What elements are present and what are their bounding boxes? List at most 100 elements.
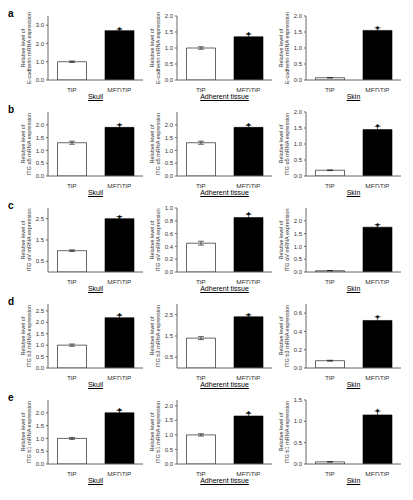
svg-text:0.0: 0.0 [36, 77, 45, 83]
svg-text:MEDTiP: MEDTiP [236, 87, 260, 92]
svg-text:MEDTiP: MEDTiP [365, 375, 389, 380]
svg-text:*: * [247, 409, 251, 419]
svg-text:2.5: 2.5 [165, 312, 174, 318]
svg-text:2.5: 2.5 [36, 308, 45, 314]
svg-text:2.5: 2.5 [36, 216, 45, 222]
svg-text:TiP: TiP [196, 183, 206, 188]
svg-text:TiP: TiP [67, 279, 77, 284]
svg-text:2.0: 2.0 [294, 109, 303, 115]
svg-text:0.6: 0.6 [294, 310, 303, 316]
svg-text:0.0: 0.0 [165, 269, 174, 275]
svg-text:2.0: 2.0 [294, 13, 303, 19]
svg-text:0.6: 0.6 [165, 231, 174, 237]
svg-text:0.5: 0.5 [36, 448, 45, 454]
svg-text:MEDTiP: MEDTiP [365, 471, 389, 476]
svg-text:TiP: TiP [196, 471, 206, 476]
svg-text:2.0: 2.0 [165, 403, 174, 409]
svg-text:MEDTiP: MEDTiP [107, 279, 131, 284]
svg-text:0.5: 0.5 [165, 447, 174, 453]
svg-text:0.8: 0.8 [165, 218, 174, 224]
svg-text:1.5: 1.5 [36, 423, 45, 429]
svg-text:TiP: TiP [325, 471, 335, 476]
svg-text:2.0: 2.0 [36, 122, 45, 128]
svg-text:1.0: 1.0 [36, 148, 45, 154]
svg-text:MEDTiP: MEDTiP [107, 87, 131, 92]
svg-text:1.0: 1.0 [36, 436, 45, 442]
svg-text:0.5: 0.5 [294, 61, 303, 67]
svg-text:*: * [247, 121, 251, 131]
svg-text:MEDTiP: MEDTiP [107, 183, 131, 188]
svg-text:0.5: 0.5 [165, 354, 174, 360]
svg-text:2.0: 2.0 [165, 13, 174, 19]
svg-text:0.2: 0.2 [294, 347, 303, 353]
svg-text:TiP: TiP [196, 375, 206, 380]
svg-text:0.0: 0.0 [165, 173, 174, 179]
svg-text:TiP: TiP [325, 279, 335, 284]
svg-text:*: * [118, 25, 122, 35]
svg-text:MEDTiP: MEDTiP [365, 279, 389, 284]
svg-text:TiP: TiP [325, 87, 335, 92]
svg-text:2.0: 2.0 [294, 218, 303, 224]
svg-text:2.0: 2.0 [36, 410, 45, 416]
svg-text:0.4: 0.4 [165, 244, 174, 250]
svg-text:2.0: 2.0 [36, 319, 45, 325]
svg-text:*: * [247, 30, 251, 40]
svg-text:1.5: 1.5 [165, 135, 174, 141]
svg-text:1.0: 1.0 [165, 432, 174, 438]
svg-text:1.0: 1.0 [294, 244, 303, 250]
svg-text:0.5: 0.5 [165, 160, 174, 166]
svg-text:1.0: 1.0 [36, 342, 45, 348]
svg-text:*: * [247, 210, 251, 220]
svg-text:0.5: 0.5 [165, 61, 174, 67]
svg-text:1.5: 1.5 [36, 331, 45, 337]
svg-text:MEDTiP: MEDTiP [236, 183, 260, 188]
svg-text:0.0: 0.0 [294, 461, 303, 467]
svg-text:3.0: 3.0 [36, 22, 45, 28]
svg-text:1.5: 1.5 [36, 237, 45, 243]
svg-text:1.5: 1.5 [294, 397, 303, 403]
svg-text:2.0: 2.0 [36, 41, 45, 47]
svg-text:0.0: 0.0 [36, 365, 45, 371]
svg-text:1.0: 1.0 [165, 148, 174, 154]
svg-text:1.5: 1.5 [165, 29, 174, 35]
svg-text:1.0: 1.0 [165, 205, 174, 211]
svg-text:0.5: 0.5 [294, 256, 303, 262]
svg-text:*: * [118, 213, 122, 223]
svg-text:1.5: 1.5 [165, 417, 174, 423]
svg-text:1.5: 1.5 [294, 231, 303, 237]
svg-text:1.5: 1.5 [36, 135, 45, 141]
svg-text:0.5: 0.5 [294, 440, 303, 446]
svg-text:*: * [376, 24, 380, 34]
svg-text:1.5: 1.5 [294, 29, 303, 35]
svg-text:1.0: 1.0 [294, 141, 303, 147]
svg-text:MEDTiP: MEDTiP [236, 375, 260, 380]
svg-text:0.0: 0.0 [294, 173, 303, 179]
svg-text:1.5: 1.5 [165, 333, 174, 339]
svg-text:*: * [247, 311, 251, 321]
svg-text:TiP: TiP [196, 279, 206, 284]
svg-text:0.0: 0.0 [36, 461, 45, 467]
svg-text:TiP: TiP [67, 87, 77, 92]
svg-text:MEDTiP: MEDTiP [107, 471, 131, 476]
svg-text:*: * [376, 313, 380, 323]
svg-text:0.2: 0.2 [165, 256, 174, 262]
svg-text:TiP: TiP [325, 375, 335, 380]
svg-text:0.5: 0.5 [294, 157, 303, 163]
svg-text:*: * [376, 407, 380, 417]
svg-text:TiP: TiP [67, 183, 77, 188]
svg-text:2.0: 2.0 [165, 122, 174, 128]
svg-text:0.0: 0.0 [294, 269, 303, 275]
svg-text:0.0: 0.0 [165, 77, 174, 83]
svg-text:0.0: 0.0 [294, 365, 303, 371]
svg-text:*: * [118, 311, 122, 321]
svg-text:1.0: 1.0 [294, 418, 303, 424]
svg-text:MEDTiP: MEDTiP [107, 375, 131, 380]
svg-text:MEDTiP: MEDTiP [236, 471, 260, 476]
svg-text:*: * [376, 122, 380, 132]
svg-text:0.0: 0.0 [36, 173, 45, 179]
svg-text:MEDTiP: MEDTiP [365, 87, 389, 92]
svg-text:1.5: 1.5 [294, 125, 303, 131]
svg-text:MEDTiP: MEDTiP [236, 279, 260, 284]
svg-text:TiP: TiP [67, 375, 77, 380]
svg-text:1.0: 1.0 [165, 45, 174, 51]
